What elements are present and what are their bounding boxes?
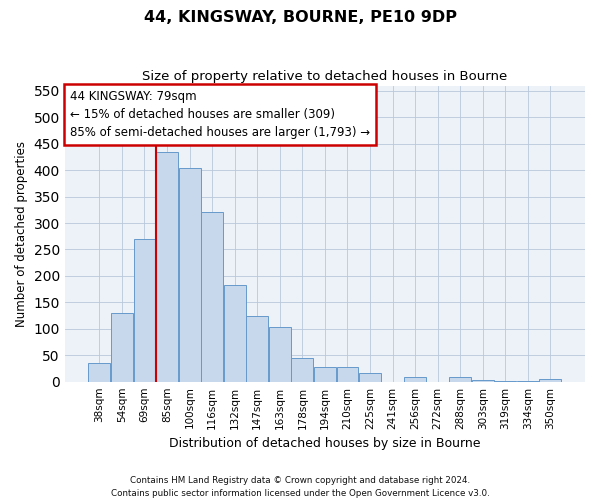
Bar	[134, 239, 155, 382]
Text: 44, KINGSWAY, BOURNE, PE10 9DP: 44, KINGSWAY, BOURNE, PE10 9DP	[143, 10, 457, 25]
Bar	[269, 327, 291, 382]
Bar	[404, 378, 426, 382]
Bar	[201, 212, 223, 382]
Text: 44 KINGSWAY: 79sqm
← 15% of detached houses are smaller (309)
85% of semi-detach: 44 KINGSWAY: 79sqm ← 15% of detached hou…	[70, 90, 370, 139]
Y-axis label: Number of detached properties: Number of detached properties	[15, 140, 28, 326]
Bar	[337, 367, 358, 382]
Bar	[292, 358, 313, 382]
Bar	[156, 152, 178, 382]
Text: Contains HM Land Registry data © Crown copyright and database right 2024.
Contai: Contains HM Land Registry data © Crown c…	[110, 476, 490, 498]
Bar	[224, 285, 245, 382]
Bar	[359, 372, 381, 382]
Bar	[539, 378, 562, 382]
Bar	[472, 380, 494, 382]
Title: Size of property relative to detached houses in Bourne: Size of property relative to detached ho…	[142, 70, 508, 83]
X-axis label: Distribution of detached houses by size in Bourne: Distribution of detached houses by size …	[169, 437, 481, 450]
Bar	[179, 168, 200, 382]
Bar	[449, 378, 471, 382]
Bar	[247, 316, 268, 382]
Bar	[111, 313, 133, 382]
Bar	[88, 363, 110, 382]
Bar	[517, 380, 539, 382]
Bar	[494, 380, 516, 382]
Bar	[314, 367, 336, 382]
